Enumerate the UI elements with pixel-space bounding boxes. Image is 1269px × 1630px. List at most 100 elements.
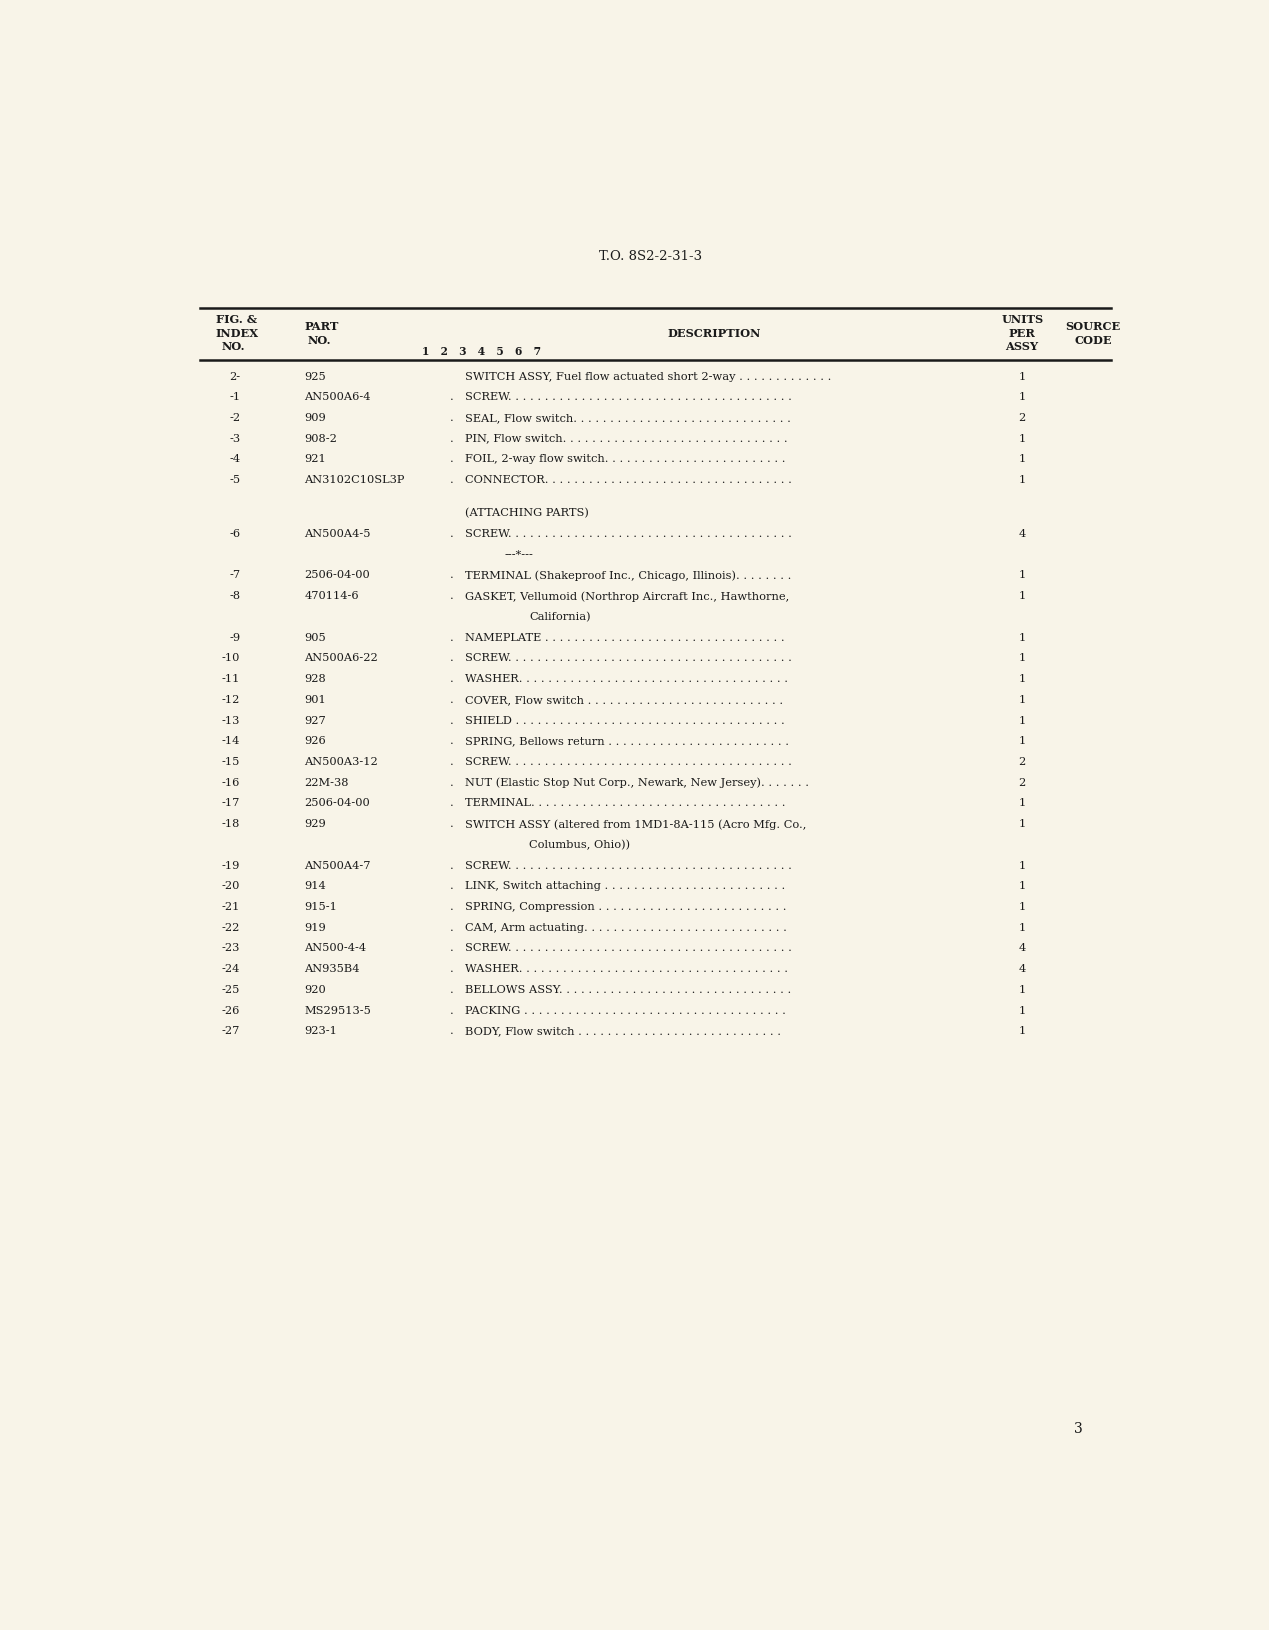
Text: ASSY: ASSY bbox=[1005, 341, 1039, 352]
Text: -5: -5 bbox=[230, 474, 240, 484]
Text: 22M-38: 22M-38 bbox=[305, 778, 349, 787]
Text: DESCRIPTION: DESCRIPTION bbox=[667, 328, 761, 339]
Text: ---*---: ---*--- bbox=[505, 549, 534, 559]
Text: .: . bbox=[449, 985, 453, 994]
Text: SCREW. . . . . . . . . . . . . . . . . . . . . . . . . . . . . . . . . . . . . .: SCREW. . . . . . . . . . . . . . . . . .… bbox=[466, 528, 792, 538]
Text: AN500-4-4: AN500-4-4 bbox=[305, 942, 367, 954]
Text: .: . bbox=[449, 1006, 453, 1015]
Text: NAMEPLATE . . . . . . . . . . . . . . . . . . . . . . . . . . . . . . . . .: NAMEPLATE . . . . . . . . . . . . . . . … bbox=[466, 632, 786, 642]
Text: SOURCE: SOURCE bbox=[1065, 321, 1121, 333]
Text: PACKING . . . . . . . . . . . . . . . . . . . . . . . . . . . . . . . . . . . .: PACKING . . . . . . . . . . . . . . . . … bbox=[466, 1006, 787, 1015]
Text: -13: -13 bbox=[222, 716, 240, 725]
Text: MS29513-5: MS29513-5 bbox=[305, 1006, 371, 1015]
Text: AN500A6-4: AN500A6-4 bbox=[305, 393, 371, 403]
Text: .: . bbox=[449, 632, 453, 642]
Text: SPRING, Bellows return . . . . . . . . . . . . . . . . . . . . . . . . .: SPRING, Bellows return . . . . . . . . .… bbox=[466, 735, 789, 747]
Text: .: . bbox=[449, 818, 453, 828]
Text: PIN, Flow switch. . . . . . . . . . . . . . . . . . . . . . . . . . . . . . .: PIN, Flow switch. . . . . . . . . . . . … bbox=[466, 434, 788, 443]
Text: AN500A6-22: AN500A6-22 bbox=[305, 654, 378, 663]
Text: LINK, Switch attaching . . . . . . . . . . . . . . . . . . . . . . . . .: LINK, Switch attaching . . . . . . . . .… bbox=[466, 880, 786, 890]
Text: CONNECTOR. . . . . . . . . . . . . . . . . . . . . . . . . . . . . . . . . .: CONNECTOR. . . . . . . . . . . . . . . .… bbox=[466, 474, 792, 484]
Text: 2506-04-00: 2506-04-00 bbox=[305, 570, 371, 580]
Text: 929: 929 bbox=[305, 818, 326, 828]
Text: .: . bbox=[449, 716, 453, 725]
Text: 1: 1 bbox=[1019, 735, 1025, 747]
Text: SHIELD . . . . . . . . . . . . . . . . . . . . . . . . . . . . . . . . . . . . .: SHIELD . . . . . . . . . . . . . . . . .… bbox=[466, 716, 786, 725]
Text: -15: -15 bbox=[222, 756, 240, 766]
Text: 908-2: 908-2 bbox=[305, 434, 338, 443]
Text: BODY, Flow switch . . . . . . . . . . . . . . . . . . . . . . . . . . . .: BODY, Flow switch . . . . . . . . . . . … bbox=[466, 1025, 782, 1035]
Text: -20: -20 bbox=[222, 880, 240, 890]
Text: NUT (Elastic Stop Nut Corp., Newark, New Jersey). . . . . . .: NUT (Elastic Stop Nut Corp., Newark, New… bbox=[466, 778, 810, 787]
Text: TERMINAL. . . . . . . . . . . . . . . . . . . . . . . . . . . . . . . . . . .: TERMINAL. . . . . . . . . . . . . . . . … bbox=[466, 799, 786, 808]
Text: -18: -18 bbox=[222, 818, 240, 828]
Text: 1: 1 bbox=[1019, 393, 1025, 403]
Text: 921: 921 bbox=[305, 455, 326, 465]
Text: GASKET, Vellumoid (Northrop Aircraft Inc., Hawthorne,: GASKET, Vellumoid (Northrop Aircraft Inc… bbox=[466, 590, 789, 601]
Text: 1: 1 bbox=[1019, 901, 1025, 911]
Text: .: . bbox=[449, 1025, 453, 1035]
Text: 1: 1 bbox=[1019, 818, 1025, 828]
Text: -10: -10 bbox=[222, 654, 240, 663]
Text: TERMINAL (Shakeproof Inc., Chicago, Illinois). . . . . . . .: TERMINAL (Shakeproof Inc., Chicago, Illi… bbox=[466, 570, 792, 580]
Text: 4: 4 bbox=[1019, 528, 1025, 538]
Text: 1: 1 bbox=[1019, 654, 1025, 663]
Text: CODE: CODE bbox=[1074, 334, 1112, 346]
Text: WASHER. . . . . . . . . . . . . . . . . . . . . . . . . . . . . . . . . . . . .: WASHER. . . . . . . . . . . . . . . . . … bbox=[466, 963, 788, 973]
Text: SCREW. . . . . . . . . . . . . . . . . . . . . . . . . . . . . . . . . . . . . .: SCREW. . . . . . . . . . . . . . . . . .… bbox=[466, 942, 792, 954]
Text: AN500A4-7: AN500A4-7 bbox=[305, 861, 371, 870]
Text: 1: 1 bbox=[1019, 570, 1025, 580]
Text: 1: 1 bbox=[1019, 716, 1025, 725]
Text: SCREW. . . . . . . . . . . . . . . . . . . . . . . . . . . . . . . . . . . . . .: SCREW. . . . . . . . . . . . . . . . . .… bbox=[466, 654, 792, 663]
Text: 4: 4 bbox=[1019, 942, 1025, 954]
Text: 1: 1 bbox=[1019, 1006, 1025, 1015]
Text: -21: -21 bbox=[222, 901, 240, 911]
Text: 1: 1 bbox=[1019, 632, 1025, 642]
Text: 905: 905 bbox=[305, 632, 326, 642]
Text: 909: 909 bbox=[305, 412, 326, 422]
Text: WASHER. . . . . . . . . . . . . . . . . . . . . . . . . . . . . . . . . . . . .: WASHER. . . . . . . . . . . . . . . . . … bbox=[466, 673, 788, 683]
Text: 920: 920 bbox=[305, 985, 326, 994]
Text: SCREW. . . . . . . . . . . . . . . . . . . . . . . . . . . . . . . . . . . . . .: SCREW. . . . . . . . . . . . . . . . . .… bbox=[466, 861, 792, 870]
Text: 1: 1 bbox=[1019, 474, 1025, 484]
Text: -25: -25 bbox=[222, 985, 240, 994]
Text: 923-1: 923-1 bbox=[305, 1025, 338, 1035]
Text: .: . bbox=[449, 735, 453, 747]
Text: 1: 1 bbox=[1019, 799, 1025, 808]
Text: 3: 3 bbox=[1074, 1421, 1082, 1434]
Text: -23: -23 bbox=[222, 942, 240, 954]
Text: 2506-04-00: 2506-04-00 bbox=[305, 799, 371, 808]
Text: 1: 1 bbox=[1019, 590, 1025, 601]
Text: -3: -3 bbox=[230, 434, 240, 443]
Text: 928: 928 bbox=[305, 673, 326, 683]
Text: AN3102C10SL3P: AN3102C10SL3P bbox=[305, 474, 405, 484]
Text: SPRING, Compression . . . . . . . . . . . . . . . . . . . . . . . . . .: SPRING, Compression . . . . . . . . . . … bbox=[466, 901, 787, 911]
Text: .: . bbox=[449, 590, 453, 601]
Text: .: . bbox=[449, 756, 453, 766]
Text: COVER, Flow switch . . . . . . . . . . . . . . . . . . . . . . . . . . .: COVER, Flow switch . . . . . . . . . . .… bbox=[466, 694, 783, 704]
Text: .: . bbox=[449, 799, 453, 808]
Text: INDEX: INDEX bbox=[216, 328, 259, 339]
Text: 1: 1 bbox=[1019, 372, 1025, 381]
Text: 1: 1 bbox=[1019, 434, 1025, 443]
Text: .: . bbox=[449, 942, 453, 954]
Text: .: . bbox=[449, 694, 453, 704]
Text: .: . bbox=[449, 434, 453, 443]
Text: 927: 927 bbox=[305, 716, 326, 725]
Text: 914: 914 bbox=[305, 880, 326, 890]
Text: .: . bbox=[449, 455, 453, 465]
Text: CAM, Arm actuating. . . . . . . . . . . . . . . . . . . . . . . . . . . .: CAM, Arm actuating. . . . . . . . . . . … bbox=[466, 923, 787, 932]
Text: FIG. &: FIG. & bbox=[216, 313, 256, 324]
Text: -22: -22 bbox=[222, 923, 240, 932]
Text: NO.: NO. bbox=[307, 334, 331, 346]
Text: -12: -12 bbox=[222, 694, 240, 704]
Text: 926: 926 bbox=[305, 735, 326, 747]
Text: 919: 919 bbox=[305, 923, 326, 932]
Text: -7: -7 bbox=[230, 570, 240, 580]
Text: 1: 1 bbox=[1019, 861, 1025, 870]
Text: -2: -2 bbox=[230, 412, 240, 422]
Text: NO.: NO. bbox=[222, 341, 245, 352]
Text: 470114-6: 470114-6 bbox=[305, 590, 359, 601]
Text: 2: 2 bbox=[1019, 756, 1025, 766]
Text: PART: PART bbox=[305, 321, 339, 333]
